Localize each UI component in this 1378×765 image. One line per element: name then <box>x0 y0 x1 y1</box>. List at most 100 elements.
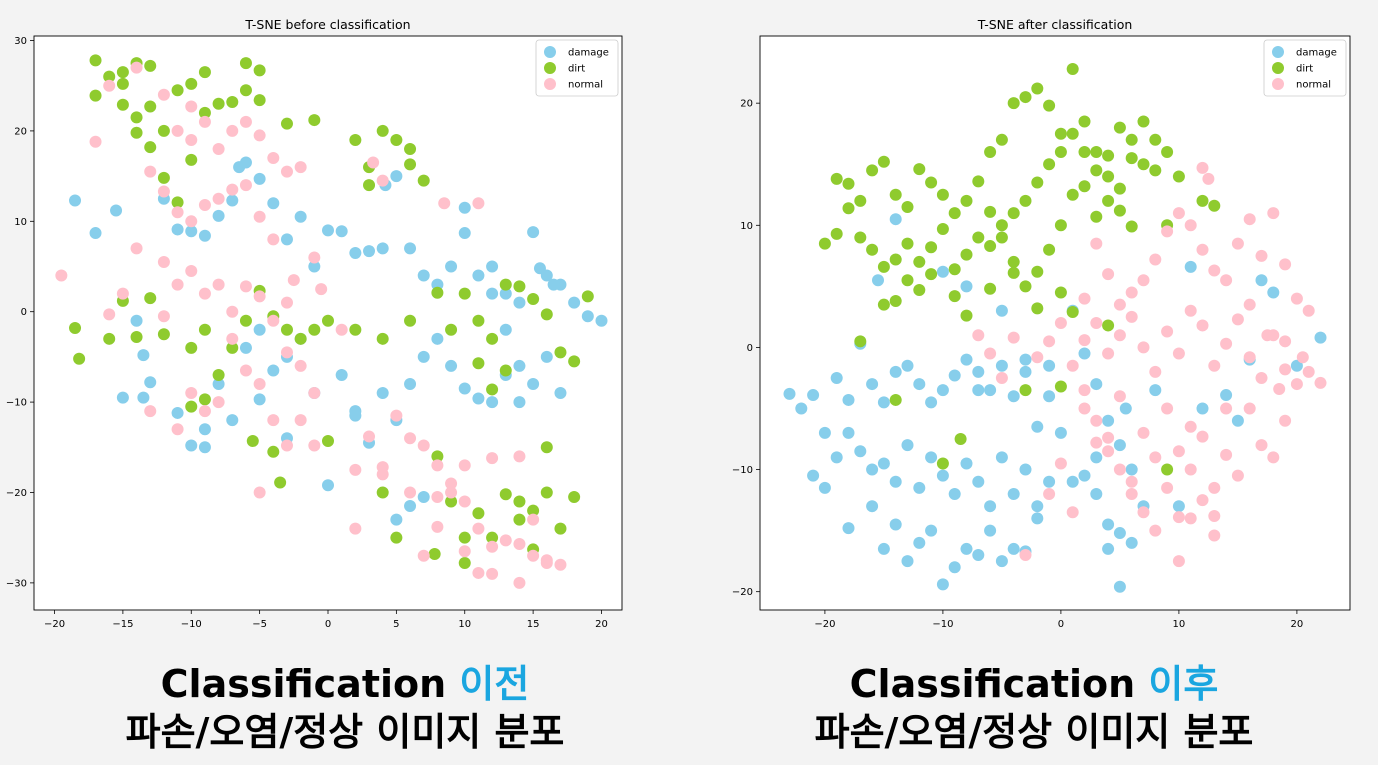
points-layer <box>783 62 1327 593</box>
point-dirt <box>1031 82 1044 95</box>
x-tick-label: 20 <box>595 619 608 630</box>
point-normal <box>130 61 143 74</box>
point-damage <box>137 349 150 362</box>
point-normal <box>185 265 198 278</box>
x-tick-label: 10 <box>458 619 471 630</box>
point-dirt <box>877 155 890 168</box>
point-dirt <box>554 346 567 359</box>
point-normal <box>1202 172 1215 185</box>
point-dirt <box>1066 306 1079 319</box>
point-damage <box>1149 384 1162 397</box>
point-damage <box>995 555 1008 568</box>
point-normal <box>1231 313 1244 326</box>
point-normal <box>1125 286 1138 299</box>
point-damage <box>499 323 512 336</box>
point-normal <box>1184 512 1197 525</box>
point-normal <box>294 161 307 174</box>
point-dirt <box>901 274 914 287</box>
point-dirt <box>157 171 170 184</box>
point-damage <box>877 457 890 470</box>
point-damage <box>280 233 293 246</box>
point-normal <box>431 520 444 533</box>
point-damage <box>335 368 348 381</box>
point-damage <box>1043 359 1056 372</box>
point-normal <box>280 439 293 452</box>
y-tick-label: 0 <box>21 307 27 318</box>
point-normal <box>1261 329 1274 342</box>
point-normal <box>1196 430 1209 443</box>
point-damage <box>984 500 997 513</box>
point-dirt <box>239 314 252 327</box>
point-dirt <box>889 393 902 406</box>
point-dirt <box>513 513 526 526</box>
plot-frame <box>33 35 623 611</box>
point-dirt <box>308 323 321 336</box>
point-damage <box>913 536 926 549</box>
point-damage <box>322 224 334 237</box>
point-dirt <box>1054 219 1067 232</box>
point-dirt <box>144 100 157 113</box>
x-tick-label: 5 <box>393 619 399 630</box>
point-normal <box>1090 237 1103 250</box>
point-damage <box>872 274 884 287</box>
point-damage <box>1031 420 1044 433</box>
chart-after-classification: T-SNE after classification −20 −10 0 10 20 −20… <box>700 0 1378 630</box>
legend-label-dirt: dirt <box>568 64 585 75</box>
point-damage <box>335 225 348 238</box>
point-dirt <box>984 146 997 159</box>
point-damage <box>818 481 831 494</box>
point-normal <box>445 477 458 490</box>
point-normal <box>1279 335 1292 348</box>
point-normal <box>157 185 170 198</box>
point-dirt <box>984 240 997 253</box>
point-damage <box>854 445 867 458</box>
point-damage <box>960 280 973 293</box>
point-normal <box>1137 506 1150 519</box>
point-dirt <box>513 495 526 508</box>
point-dirt <box>540 308 553 321</box>
point-normal <box>1296 351 1309 364</box>
point-normal <box>212 278 225 291</box>
legend-marker-damage <box>544 46 556 58</box>
point-normal <box>1149 451 1162 464</box>
point-normal <box>1019 549 1032 562</box>
point-normal <box>239 179 252 192</box>
point-damage <box>948 561 961 574</box>
x-tick-label: 0 <box>1058 619 1064 630</box>
point-normal <box>198 287 211 300</box>
point-dirt <box>404 158 417 171</box>
point-normal <box>1255 439 1268 452</box>
point-dirt <box>431 450 444 463</box>
point-dirt <box>212 97 225 110</box>
point-dirt <box>1137 158 1150 171</box>
caption-after-line1: Classification 이후 <box>690 660 1378 708</box>
x-tick-label: −15 <box>112 619 133 630</box>
point-normal <box>267 152 280 165</box>
point-dirt <box>1125 152 1138 165</box>
point-normal <box>1066 506 1079 519</box>
point-normal <box>1255 371 1268 384</box>
point-dirt <box>144 59 157 72</box>
point-normal <box>1113 329 1126 342</box>
series-normal <box>55 61 567 589</box>
point-damage <box>390 513 403 526</box>
point-damage <box>212 209 225 222</box>
point-dirt <box>267 445 280 458</box>
point-dirt <box>1031 302 1044 315</box>
point-normal <box>1255 249 1268 262</box>
point-damage <box>866 500 879 513</box>
point-normal <box>157 310 170 323</box>
point-normal <box>1208 481 1221 494</box>
point-dirt <box>458 531 471 544</box>
point-damage <box>901 359 914 372</box>
point-damage <box>830 451 843 464</box>
point-dirt <box>198 66 211 79</box>
point-dirt <box>363 179 376 192</box>
point-normal <box>144 165 157 178</box>
point-dirt <box>877 260 890 273</box>
point-dirt <box>376 332 389 345</box>
point-dirt <box>1019 91 1032 104</box>
caption-before-line2: 파손/오염/정상 이미지 분포 <box>125 710 565 754</box>
point-normal <box>1267 451 1280 464</box>
point-normal <box>1208 359 1221 372</box>
